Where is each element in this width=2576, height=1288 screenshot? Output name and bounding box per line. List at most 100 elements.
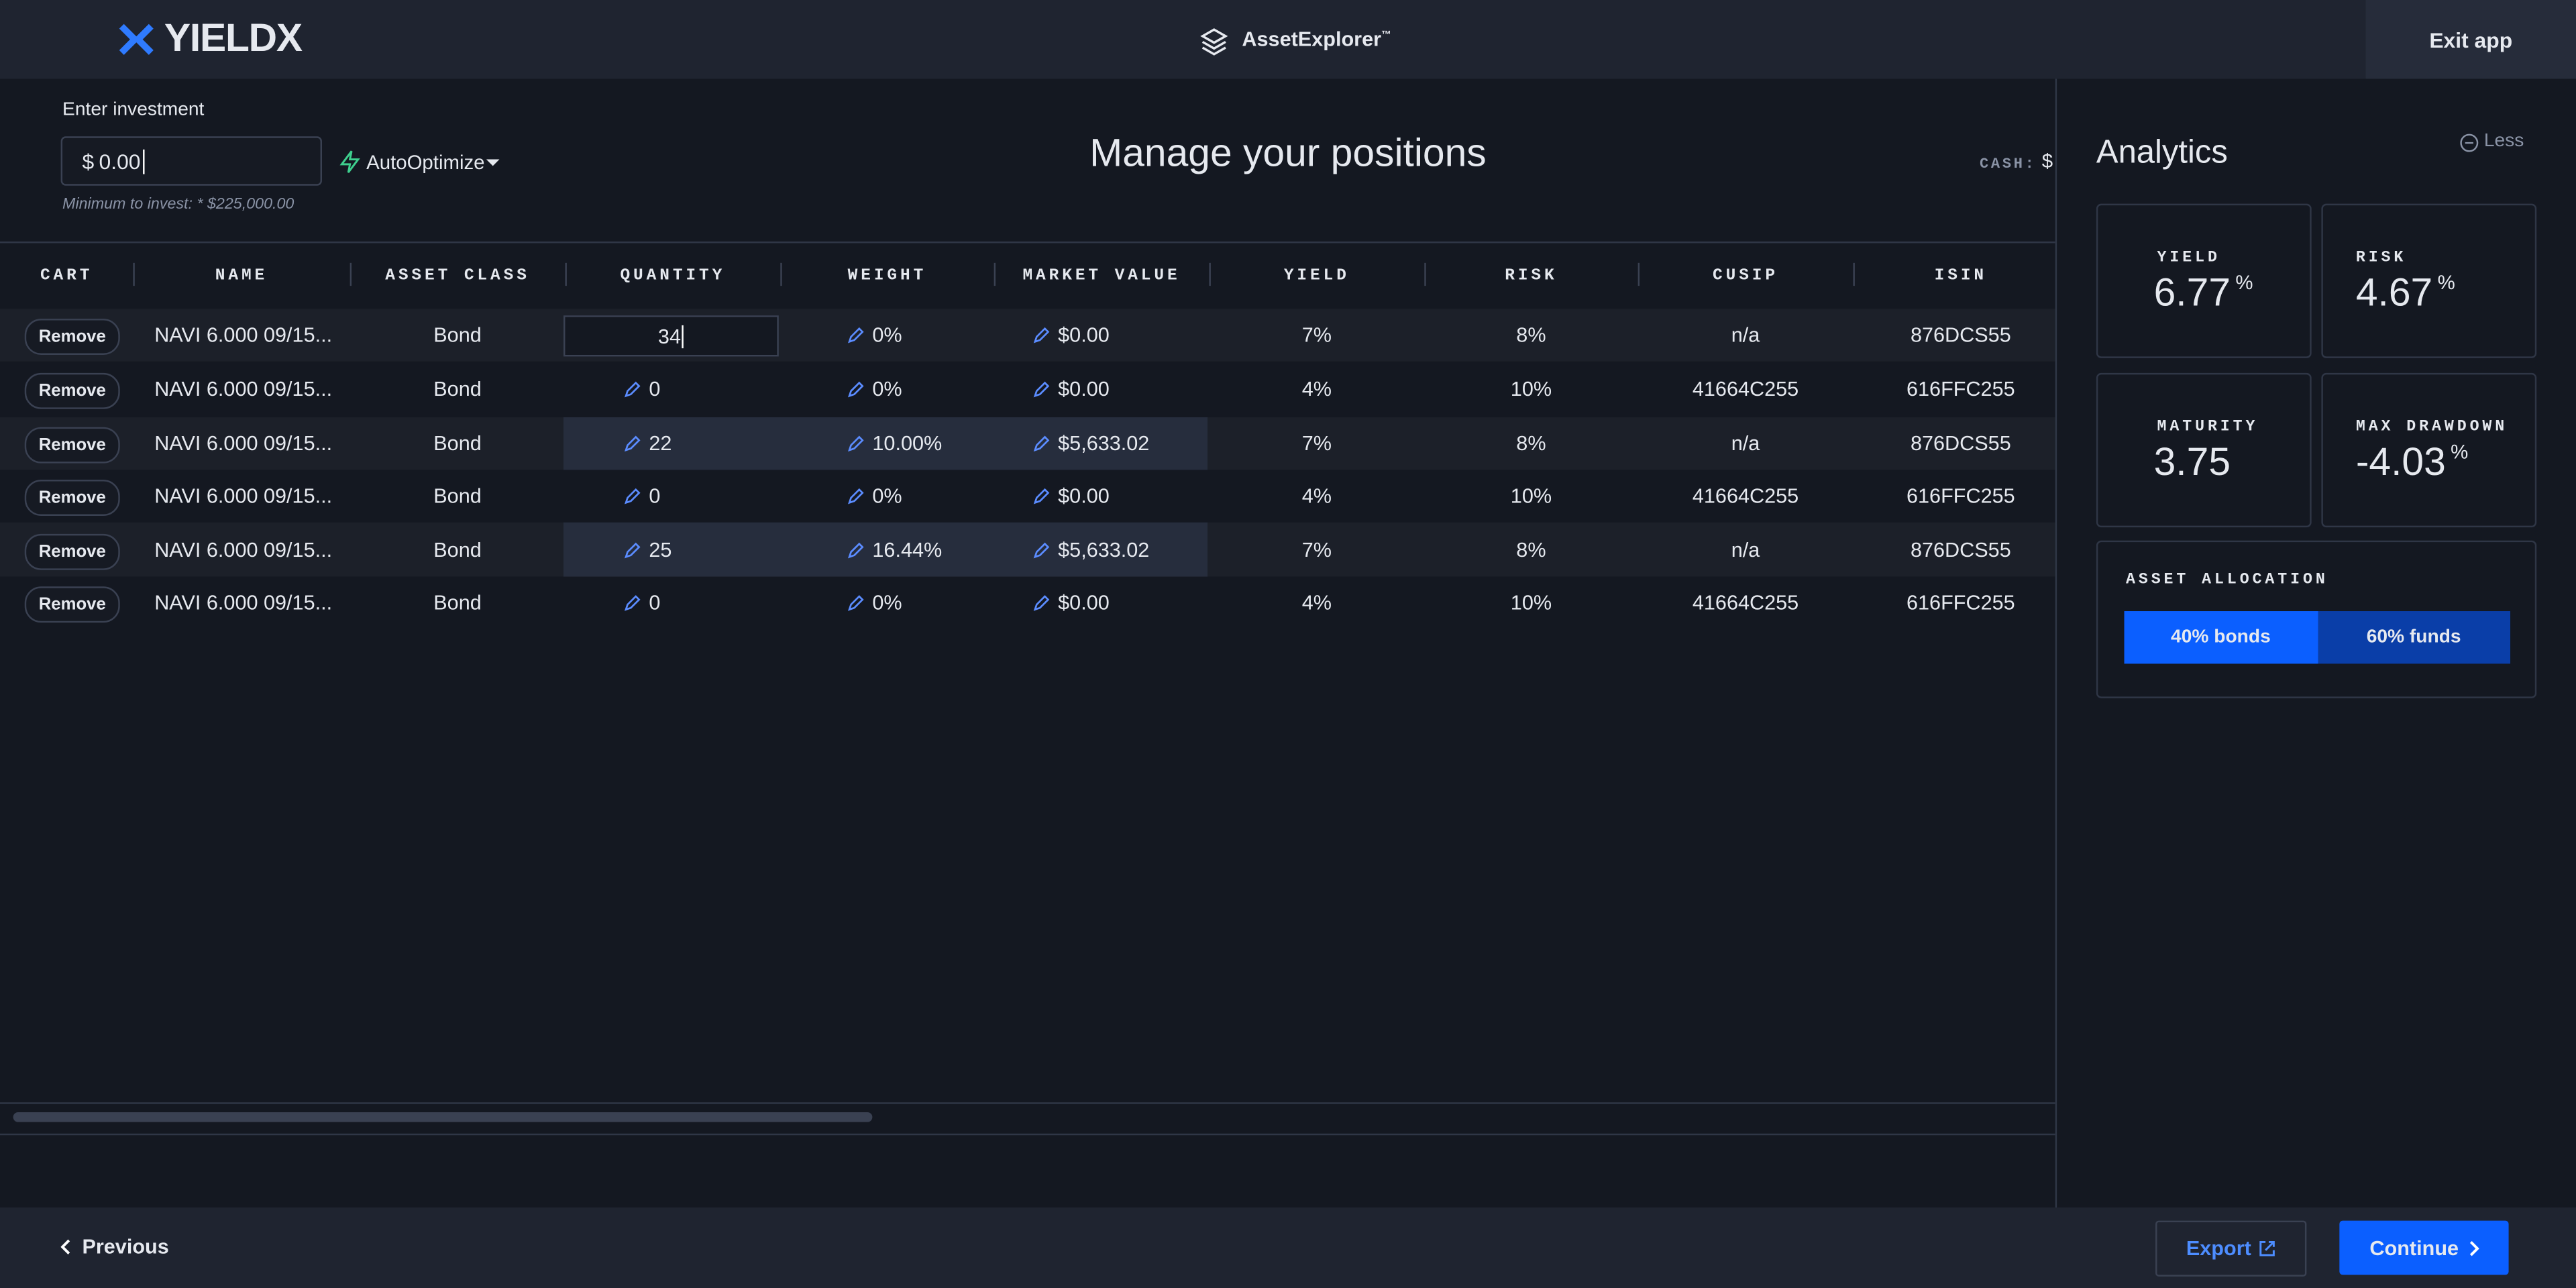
edit-icon xyxy=(847,488,864,504)
edit-icon xyxy=(624,381,641,398)
editable-cell[interactable]: $0.00 xyxy=(994,362,1210,417)
scrollbar-track xyxy=(0,1102,2055,1136)
cell-value: $0.00 xyxy=(1058,378,1110,401)
metric-number: 3.75 xyxy=(2153,440,2231,485)
export-button[interactable]: Export xyxy=(2155,1220,2307,1277)
editable-cell[interactable]: 0 xyxy=(565,362,780,417)
metric-value: 6.77% xyxy=(2154,271,2253,317)
editable-cell[interactable]: 16.44% xyxy=(780,523,994,577)
remove-button[interactable]: Remove xyxy=(24,319,120,355)
metric-label: MAX DRAWDOWN xyxy=(2355,417,2508,435)
cell: 7% xyxy=(1301,538,1332,561)
investment-input[interactable]: $ 0.00 xyxy=(60,136,323,186)
column-header: ISIN xyxy=(1934,266,1988,285)
editable-cell[interactable]: 10.00% xyxy=(780,417,994,470)
cell: Bond xyxy=(433,323,482,347)
scrollbar-thumb[interactable] xyxy=(13,1112,873,1122)
editable-cell[interactable]: 0% xyxy=(780,577,994,629)
quantity-input[interactable]: 34 xyxy=(564,315,779,357)
edit-icon xyxy=(624,435,641,452)
editable-cell[interactable]: 0% xyxy=(780,362,994,417)
edit-icon xyxy=(1033,435,1050,452)
page-title: Manage your positions xyxy=(1089,131,1487,176)
cell: Bond xyxy=(433,432,482,455)
allocation-card: ASSET ALLOCATION 40% bonds 60% funds xyxy=(2096,540,2537,698)
edited-cells xyxy=(564,522,1208,577)
cell-value: $5,633.02 xyxy=(1058,432,1150,455)
metric-unit: % xyxy=(2437,271,2455,294)
cell-value: $0.00 xyxy=(1058,323,1110,347)
export-label: Export xyxy=(2186,1237,2251,1260)
editable-cell[interactable]: 0% xyxy=(780,470,994,522)
column-separator xyxy=(565,262,567,286)
cell-value: 0 xyxy=(649,484,661,508)
continue-button[interactable]: Continue xyxy=(2339,1220,2509,1275)
metric-label: MATURITY xyxy=(2157,417,2259,435)
column-header: ASSET CLASS xyxy=(385,266,530,285)
auto-optimize[interactable]: AutoOptimize xyxy=(366,151,485,174)
column-separator xyxy=(1638,262,1640,286)
cell: 7% xyxy=(1301,323,1332,347)
edit-icon xyxy=(1033,327,1050,343)
cell: Bond xyxy=(433,378,482,401)
cell: Bond xyxy=(433,538,482,561)
editable-cell[interactable]: 25 xyxy=(565,523,780,577)
analytics-title: Analytics xyxy=(2096,134,2228,171)
edit-icon xyxy=(1033,488,1050,504)
editable-cell[interactable]: $5,633.02 xyxy=(994,417,1210,470)
metric-card: MAX DRAWDOWN -4.03% xyxy=(2321,372,2537,528)
column-header: CART xyxy=(40,266,93,285)
editable-cell[interactable]: $0.00 xyxy=(994,309,1210,361)
editable-cell[interactable]: 0% xyxy=(780,309,994,361)
edited-cells xyxy=(564,417,1208,470)
next-icon xyxy=(2469,1240,2479,1256)
metric-value: 3.75 xyxy=(2154,440,2231,486)
column-separator xyxy=(1853,262,1855,286)
app-icon xyxy=(1200,28,1228,56)
collapse-toggle[interactable]: Less xyxy=(2483,131,2524,152)
cell: 616FFC255 xyxy=(1907,378,2015,401)
prev-icon xyxy=(60,1239,70,1254)
editable-cell[interactable]: 0 xyxy=(565,577,780,629)
cell: 876DCS55 xyxy=(1910,432,2011,455)
editable-cell[interactable]: $0.00 xyxy=(994,470,1210,522)
logo: YIELDX xyxy=(164,16,303,61)
remove-button[interactable]: Remove xyxy=(24,427,120,464)
cell: n/a xyxy=(1731,432,1760,455)
column-separator xyxy=(994,262,996,286)
row-background xyxy=(0,309,2055,362)
cell: 8% xyxy=(1516,538,1546,561)
table-rule xyxy=(0,241,2055,244)
cell: NAVI 6.000 09/15... xyxy=(154,432,333,455)
remove-button[interactable]: Remove xyxy=(24,586,120,623)
editable-cell[interactable]: $5,633.02 xyxy=(994,523,1210,577)
allocation-segment: 40% bonds xyxy=(2124,611,2318,664)
exit-button[interactable]: Exit app xyxy=(2365,0,2576,79)
currency: $ xyxy=(82,148,95,174)
edit-icon xyxy=(847,595,864,611)
column-header: QUANTITY xyxy=(620,266,726,285)
editable-cell[interactable]: 0 xyxy=(565,470,780,522)
caret xyxy=(486,159,500,166)
remove-button[interactable]: Remove xyxy=(24,480,120,516)
edit-icon xyxy=(1033,595,1050,611)
cell: 876DCS55 xyxy=(1910,323,2011,347)
investment-label: Enter investment xyxy=(62,100,205,120)
edit-icon xyxy=(624,541,641,558)
remove-button[interactable]: Remove xyxy=(24,533,120,570)
cell: NAVI 6.000 09/15... xyxy=(154,378,333,401)
cell-value: 0% xyxy=(872,323,902,347)
editable-cell[interactable]: 22 xyxy=(565,417,780,470)
column-separator xyxy=(1424,262,1426,286)
cell-value: 0% xyxy=(872,591,902,614)
previous-button[interactable]: Previous xyxy=(82,1235,169,1258)
app-name: AssetExplorer™ xyxy=(1242,28,1391,51)
column-separator xyxy=(350,262,352,286)
edit-icon xyxy=(624,595,641,611)
remove-button[interactable]: Remove xyxy=(24,372,120,409)
column-header: RISK xyxy=(1505,266,1558,285)
column-header: WEIGHT xyxy=(847,266,927,285)
cell: 8% xyxy=(1516,323,1546,347)
editable-cell[interactable]: $0.00 xyxy=(994,577,1210,629)
investment-value: 0.00 xyxy=(99,148,144,174)
